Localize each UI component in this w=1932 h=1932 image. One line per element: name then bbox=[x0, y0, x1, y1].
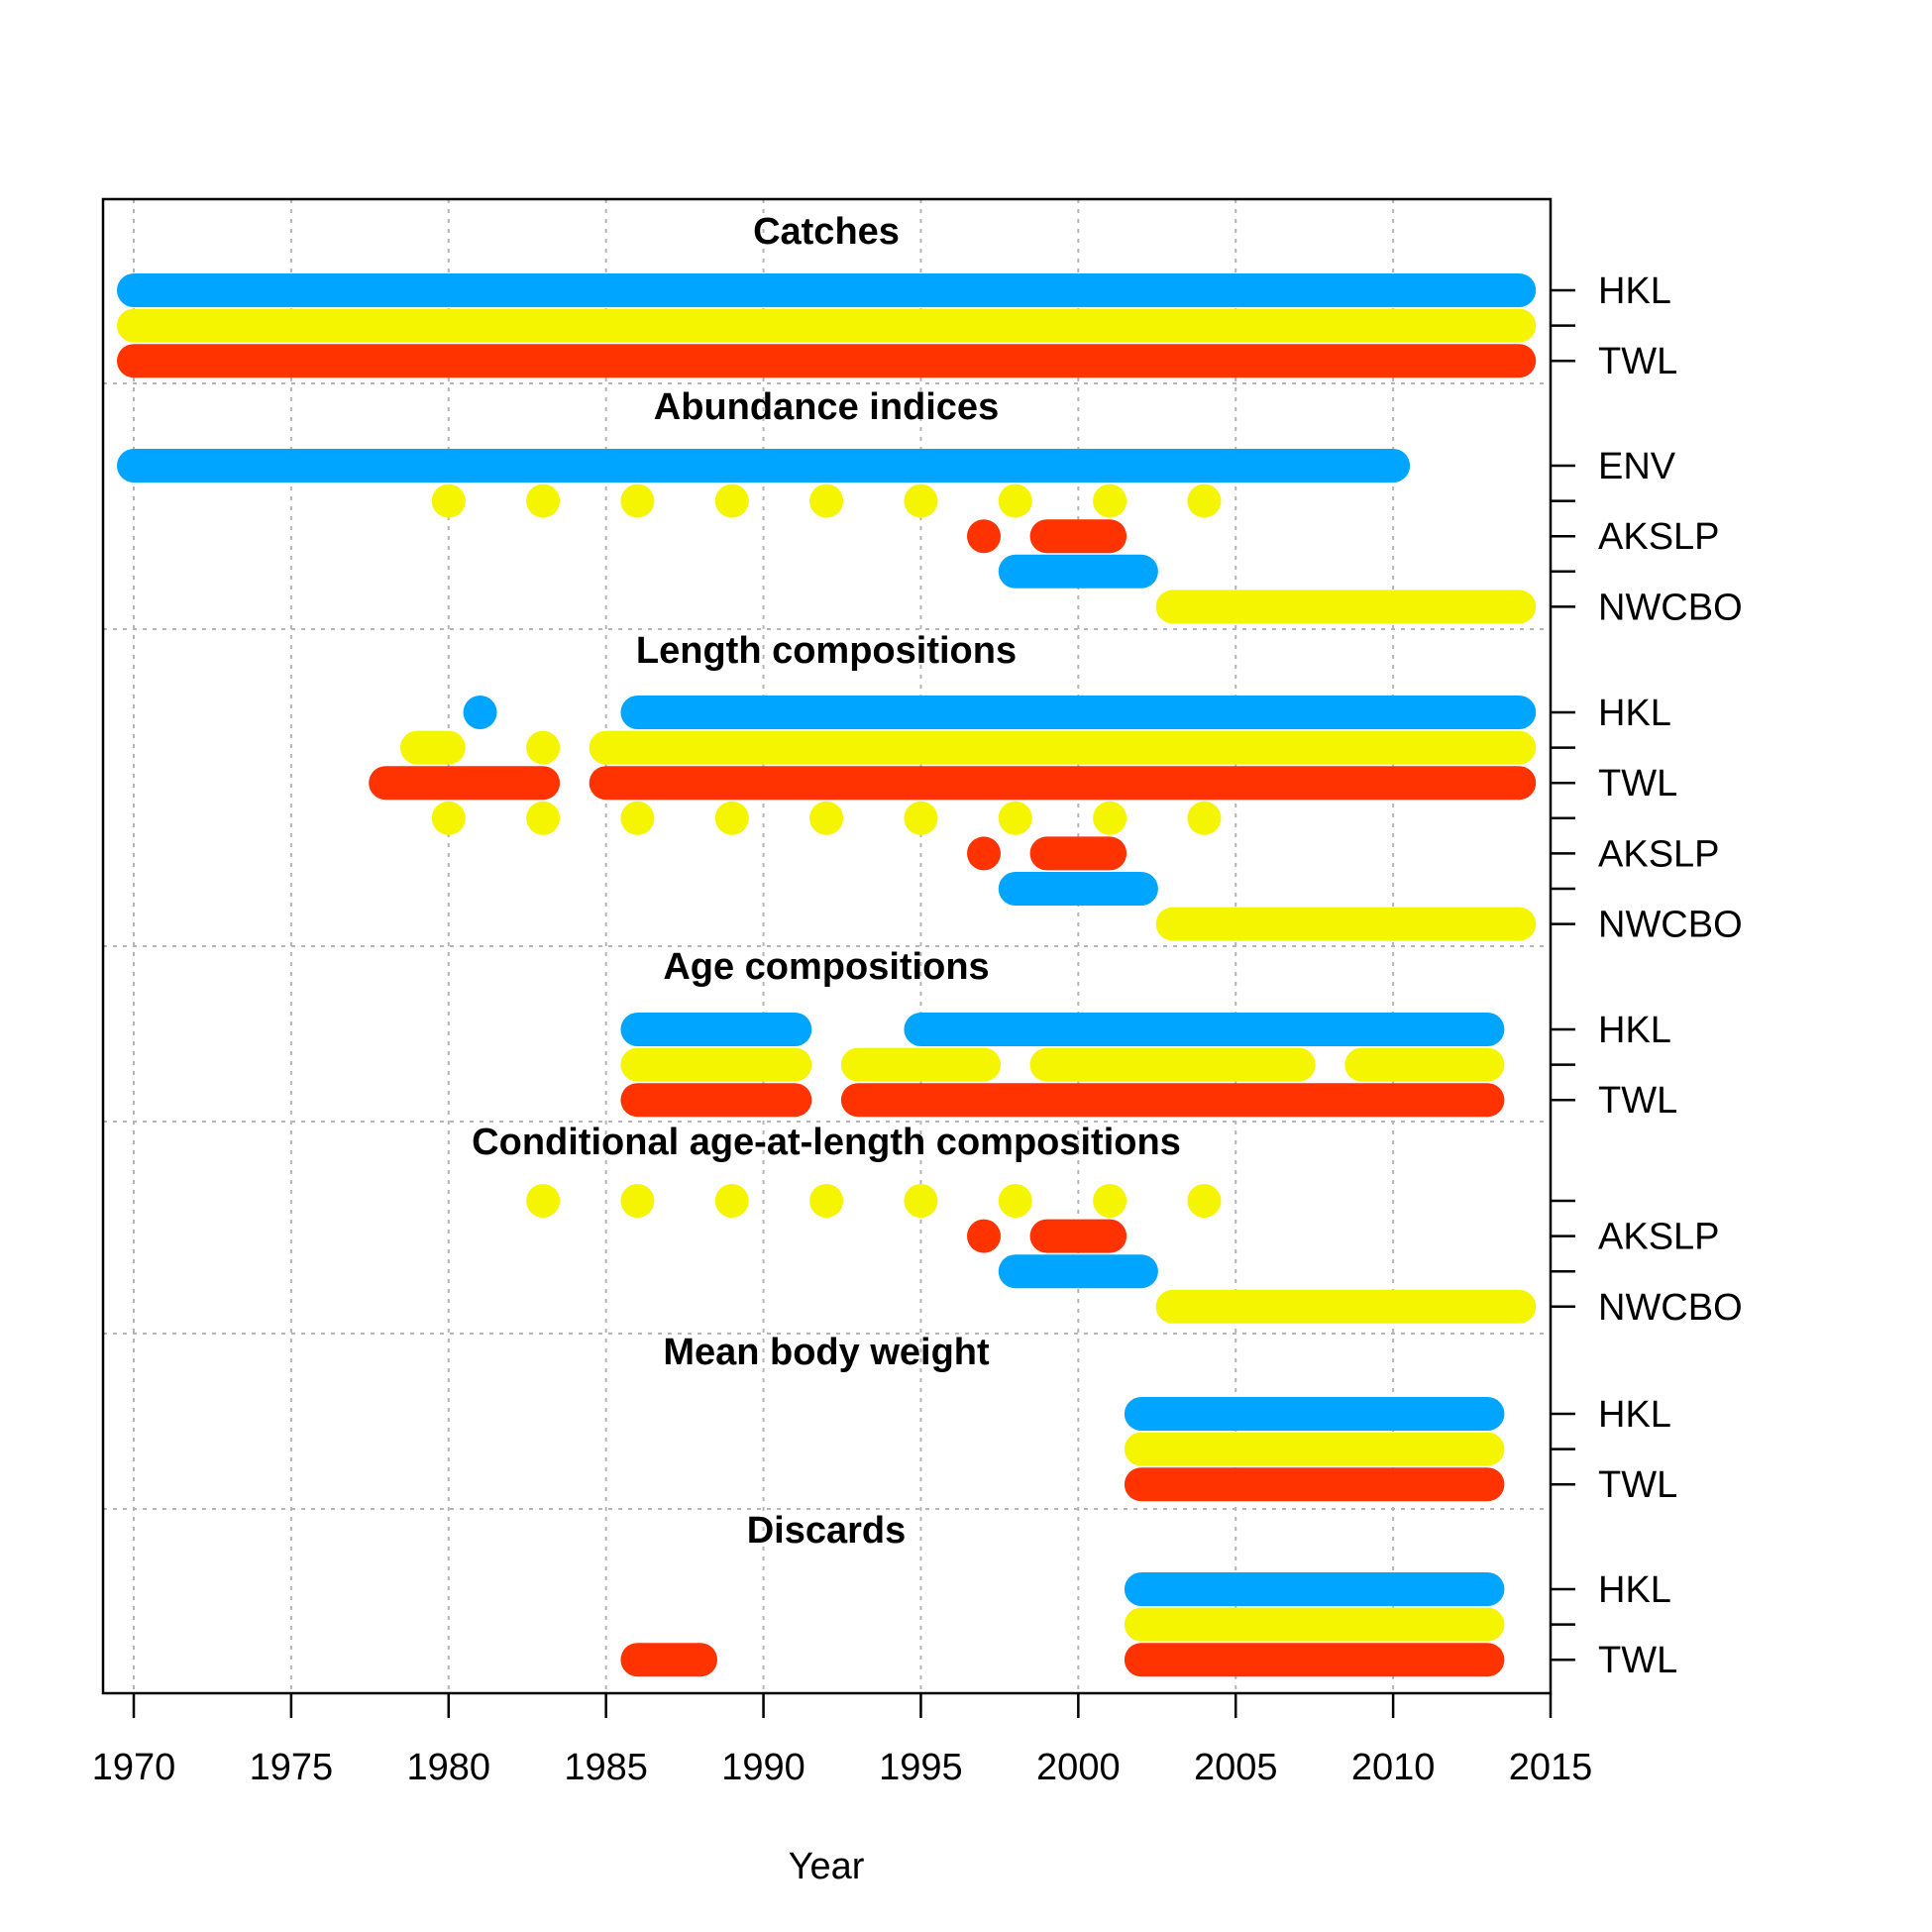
data-point bbox=[1187, 483, 1222, 518]
panel-title: Abundance indices bbox=[654, 386, 999, 428]
data-point bbox=[1093, 801, 1127, 835]
data-point bbox=[904, 801, 938, 835]
panel-titles: Catches Abundance indices Length compositi… bbox=[472, 211, 1181, 1552]
x-tick-label: 2005 bbox=[1194, 1747, 1278, 1788]
data-point bbox=[714, 801, 749, 835]
fleet-label: NWCBO bbox=[1598, 587, 1743, 628]
data-point bbox=[463, 696, 497, 729]
panel-title: Conditional age-at-length compositions bbox=[472, 1122, 1181, 1163]
panel-title: Age compositions bbox=[663, 946, 989, 988]
fleet-label: TWL bbox=[1598, 1464, 1677, 1506]
fleet-label: HKL bbox=[1598, 1010, 1671, 1051]
fleet-label: HKL bbox=[1598, 693, 1671, 734]
data-point bbox=[526, 801, 561, 835]
x-tick-label: 1980 bbox=[407, 1747, 491, 1788]
panel-title: Length compositions bbox=[636, 630, 1017, 672]
data-point bbox=[714, 483, 749, 518]
fleet-label: NWCBO bbox=[1598, 1287, 1743, 1329]
panel-title: Catches bbox=[753, 211, 900, 253]
data-point bbox=[1093, 483, 1127, 518]
fleet-label: AKSLP bbox=[1598, 516, 1720, 558]
data-point bbox=[809, 801, 844, 835]
data-point bbox=[1187, 1184, 1222, 1218]
data-point bbox=[998, 483, 1032, 518]
data-point bbox=[620, 801, 655, 835]
right-axis: HKL TWL ENV AKSLP NWCBO HKL TWL AKSLP NWCBO HKL TW… bbox=[1551, 270, 1743, 1681]
data-point bbox=[1187, 801, 1222, 835]
data-point bbox=[904, 1184, 938, 1218]
fleet-label: TWL bbox=[1598, 341, 1677, 382]
x-tick-label: 1985 bbox=[564, 1747, 648, 1788]
fleet-label: AKSLP bbox=[1598, 833, 1720, 875]
data-point bbox=[714, 1184, 749, 1218]
fleet-label: TWL bbox=[1598, 763, 1677, 805]
fleet-label: TWL bbox=[1598, 1080, 1677, 1122]
panel-title: Mean body weight bbox=[663, 1332, 990, 1373]
plot-frame bbox=[101, 197, 1553, 1695]
panel-title: Discards bbox=[747, 1510, 907, 1552]
data-point bbox=[967, 836, 1001, 871]
data-point bbox=[904, 483, 938, 518]
data-point bbox=[431, 483, 466, 518]
fleet-label: NWCBO bbox=[1598, 905, 1743, 946]
x-axis-label: Year bbox=[789, 1846, 865, 1887]
data-point bbox=[620, 1184, 655, 1218]
data-point bbox=[431, 801, 466, 835]
panel-separators bbox=[103, 382, 1551, 1510]
data-point bbox=[526, 483, 561, 518]
x-tick-label: 2000 bbox=[1036, 1747, 1121, 1788]
x-tick-label: 1990 bbox=[721, 1747, 805, 1788]
data-point bbox=[526, 1184, 561, 1218]
x-tick-label: 1995 bbox=[879, 1747, 963, 1788]
fleet-label: HKL bbox=[1598, 1394, 1671, 1436]
data-point bbox=[526, 730, 561, 765]
fleet-label: HKL bbox=[1598, 270, 1671, 312]
data-point bbox=[967, 519, 1001, 554]
x-tick-label: 2010 bbox=[1351, 1747, 1436, 1788]
x-tick-label: 1975 bbox=[250, 1747, 334, 1788]
data-point bbox=[998, 1184, 1032, 1218]
fleet-label: HKL bbox=[1598, 1569, 1671, 1611]
fleet-label: ENV bbox=[1598, 446, 1676, 487]
data-point bbox=[967, 1219, 1001, 1253]
x-tick-label: 1970 bbox=[92, 1747, 176, 1788]
fleet-label: AKSLP bbox=[1598, 1217, 1720, 1258]
data-point bbox=[809, 1184, 844, 1218]
data-point bbox=[620, 483, 655, 518]
data-point bbox=[1093, 1184, 1127, 1218]
data-point bbox=[809, 483, 844, 518]
x-tick-label: 2015 bbox=[1509, 1747, 1593, 1788]
x-axis: 1970 1975 1980 1985 1990 1995 2000 2005 2010 2015 bbox=[92, 1693, 1593, 1788]
data-point bbox=[998, 801, 1032, 835]
data-marks bbox=[117, 273, 1537, 1677]
fleet-label: TWL bbox=[1598, 1640, 1677, 1681]
